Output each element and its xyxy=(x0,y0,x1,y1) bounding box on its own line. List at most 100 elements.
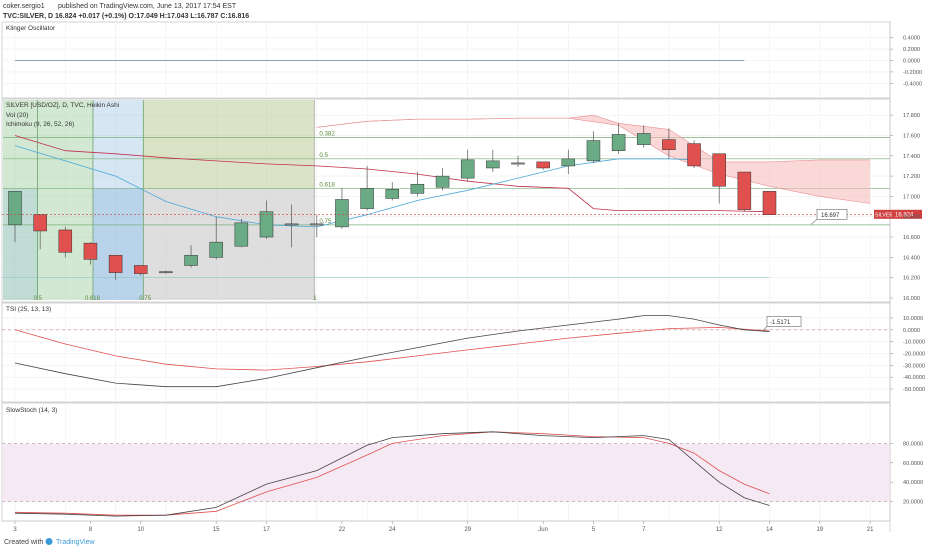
candle-body xyxy=(134,265,148,274)
fib-time-label: 1 xyxy=(313,296,317,302)
candle-body xyxy=(234,222,249,247)
stoch-y-tick-label: 20.0000 xyxy=(903,500,923,506)
tsi-y-tick-label: 10.0000 xyxy=(903,316,923,322)
price-y-tick-label: 17.800 xyxy=(903,113,920,119)
x-axis-label: 17 xyxy=(263,527,270,533)
candle-body xyxy=(58,229,73,253)
tsi-main-line xyxy=(14,315,770,388)
candle-body xyxy=(284,223,299,226)
candle-body xyxy=(611,134,626,151)
stoch-y-tick-label: 40.0000 xyxy=(903,480,923,486)
candle-body xyxy=(712,153,726,187)
price-y-tick-label: 16.000 xyxy=(903,296,920,302)
candle-body xyxy=(662,139,676,150)
candle-body xyxy=(335,199,349,228)
publisher-name[interactable]: coker.sergio1 xyxy=(3,3,45,10)
cloud-span-b xyxy=(316,117,871,204)
fib-level-label: 0.5 xyxy=(319,152,328,159)
candle-body xyxy=(184,255,198,266)
created-with-text: Created with xyxy=(4,539,43,546)
ichimoku-cloud xyxy=(316,115,871,204)
candle-body xyxy=(83,242,98,260)
x-axis-label: 14 xyxy=(766,527,773,533)
klinger-y-tick-label: 0.2000 xyxy=(903,47,920,53)
candle-body xyxy=(360,188,374,209)
tsi-signal-line xyxy=(14,326,770,371)
price-y-tick-label: 17.200 xyxy=(903,174,920,180)
fib-zone-blue xyxy=(92,188,144,300)
x-axis-label: 12 xyxy=(716,527,723,533)
published-text: published on TradingView.com, June 13, 2… xyxy=(58,3,237,10)
symbol-line: TVC:SILVER, D 16.824 +0.017 (+0.1%) O:17… xyxy=(3,13,249,20)
candle-body xyxy=(209,241,223,258)
candle-body xyxy=(310,223,324,226)
stoch-y-tick-label: 60.0000 xyxy=(903,461,923,467)
pane-frame-klinger xyxy=(1,21,891,99)
candle-body xyxy=(687,143,701,167)
price-y-tick-label: 17.400 xyxy=(903,154,920,160)
candle-body xyxy=(33,214,47,232)
x-axis-label: 22 xyxy=(339,527,346,533)
klinger-y-tick-label: -0.4000 xyxy=(903,81,922,87)
candle-body xyxy=(762,191,777,215)
x-axis-label: 24 xyxy=(389,527,396,533)
candle-body xyxy=(637,133,651,145)
candle-body xyxy=(435,175,450,188)
tradingview-brand-text[interactable]: TradingView xyxy=(56,539,95,546)
price-callout-pointer xyxy=(810,219,818,225)
tsi-title: TSI (25, 13, 13) xyxy=(6,306,51,313)
candle-body xyxy=(486,160,500,169)
candle-body xyxy=(536,161,550,169)
stoch-title: SlowStoch (14, 3) xyxy=(6,407,57,414)
klinger-y-tick-label: 0.0000 xyxy=(903,59,920,65)
last-symbol-badge xyxy=(874,209,892,219)
fib-zone-gray xyxy=(143,188,315,300)
tsi-callout-label: -1.5171 xyxy=(770,320,791,326)
tsi-callout-pointer xyxy=(761,326,768,332)
price-title: SILVER [USD/OZ], D, TVC, Heikin Ashi xyxy=(6,102,119,109)
x-axis-label: 3 xyxy=(13,527,17,533)
klinger-y-tick-label: 0.4000 xyxy=(903,36,920,42)
candle-body xyxy=(8,191,22,226)
last-price-badge xyxy=(892,209,922,219)
candle-body xyxy=(511,162,525,165)
fib-level-label: 0.382 xyxy=(319,131,335,138)
price-y-tick-label: 17.600 xyxy=(903,133,920,139)
candle-body xyxy=(259,211,274,238)
tsi-y-tick-label: -10.0000 xyxy=(903,340,925,346)
tsi-callout-box xyxy=(766,316,802,327)
fib-zone-olive xyxy=(143,100,315,189)
kijun-line xyxy=(14,135,770,213)
x-axis-label: 5 xyxy=(592,527,596,533)
price-y-tick-label: 17.000 xyxy=(903,194,920,200)
x-axis-label: 7 xyxy=(642,527,646,533)
fib-time-label: 0.618 xyxy=(85,296,101,302)
x-axis-label: 29 xyxy=(464,527,471,533)
fib-zone-blue-top xyxy=(92,100,144,189)
candle-body xyxy=(159,271,173,274)
fib-time-label: 0.75 xyxy=(139,296,151,302)
ichimoku-label: Ichimoku (9, 26, 52, 26) xyxy=(6,121,74,128)
tsi-y-tick-label: -20.0000 xyxy=(903,352,925,358)
fib-time-label: 0.5 xyxy=(34,296,43,302)
fib-level-label: 0.618 xyxy=(319,181,335,188)
price-callout-box xyxy=(816,208,848,220)
candle-body xyxy=(561,158,576,167)
candle-body xyxy=(410,183,425,194)
tradingview-logo-icon xyxy=(45,538,53,545)
klinger-y-tick-label: -0.2000 xyxy=(903,70,922,76)
x-axis-label: 8 xyxy=(89,527,93,533)
candle-body xyxy=(737,171,752,210)
candle-body xyxy=(385,189,399,199)
candle-body xyxy=(460,159,475,179)
klinger-title: Klinger Oscillator xyxy=(6,25,56,32)
tsi-y-tick-label: -50.0000 xyxy=(903,387,925,393)
last-price-label: 16.824 xyxy=(895,212,914,218)
tsi-y-tick-label: -30.0000 xyxy=(903,363,925,369)
price-y-tick-label: 16.200 xyxy=(903,276,920,282)
vol-label: Vol (20) xyxy=(6,112,28,119)
x-axis-label: Jun xyxy=(538,527,548,533)
candle-body xyxy=(108,255,123,273)
